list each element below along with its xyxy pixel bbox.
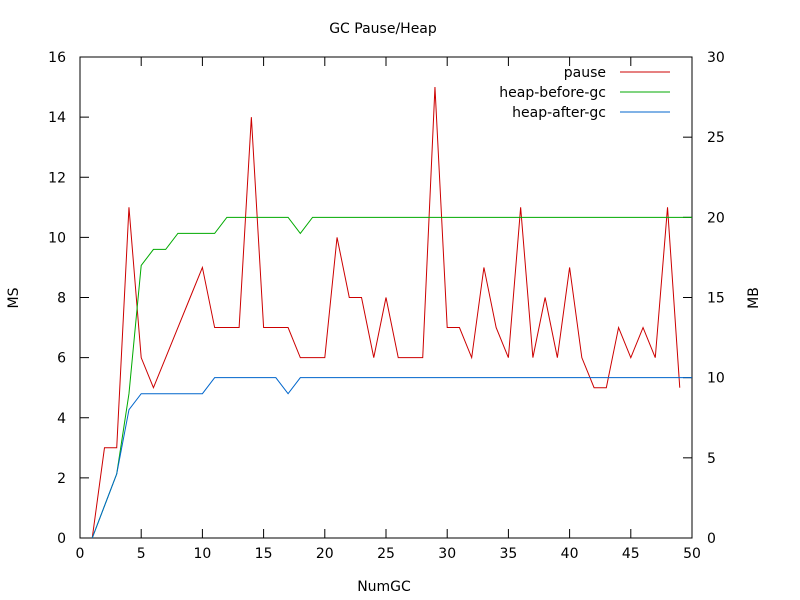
y2-tick-label: 20 bbox=[707, 210, 725, 226]
axis-ticks: 0 5 10 15 20 25 30 35 40 45 50 0 2 4 6 8 10 12 14 16 0 5 10 15 2… bbox=[48, 50, 725, 562]
y-tick-label: 12 bbox=[48, 170, 66, 186]
series-line-heap-before-gc bbox=[91, 216, 692, 539]
y2-tick-label: 0 bbox=[707, 531, 716, 547]
y2-tick-label: 30 bbox=[707, 50, 725, 66]
y2-tick-label: 10 bbox=[707, 371, 725, 387]
y2-axis-label: MB bbox=[746, 287, 762, 309]
y-axis-label: MS bbox=[6, 287, 22, 308]
legend-label-heap-before-gc: heap-before-gc bbox=[499, 85, 606, 101]
y-tick-label: 10 bbox=[48, 230, 66, 246]
y2-tick-label: 15 bbox=[707, 291, 725, 307]
y2-tick-label: 5 bbox=[707, 451, 716, 467]
x-tick-label: 50 bbox=[683, 546, 701, 562]
y-tick-label: 16 bbox=[48, 50, 66, 66]
x-axis-label: NumGC bbox=[357, 579, 411, 595]
series-line-pause bbox=[91, 87, 681, 539]
x-tick-label: 15 bbox=[255, 546, 273, 562]
y-tick-label: 4 bbox=[57, 411, 66, 427]
x-tick-label: 0 bbox=[76, 546, 85, 562]
chart-title: GC Pause/Heap bbox=[329, 21, 437, 37]
y-tick-label: 8 bbox=[57, 291, 66, 307]
y-tick-label: 2 bbox=[57, 471, 66, 487]
legend: pause heap-before-gc heap-after-gc bbox=[499, 65, 670, 121]
x-tick-label: 10 bbox=[193, 546, 211, 562]
x-tick-label: 40 bbox=[561, 546, 579, 562]
y-tick-label: 14 bbox=[48, 110, 66, 126]
series-line-heap-after-gc bbox=[91, 377, 692, 539]
x-tick-label: 30 bbox=[438, 546, 456, 562]
x-tick-label: 5 bbox=[137, 546, 146, 562]
y-tick-label: 6 bbox=[57, 351, 66, 367]
x-tick-label: 20 bbox=[316, 546, 334, 562]
y2-tick-label: 25 bbox=[707, 130, 725, 146]
x-tick-label: 45 bbox=[622, 546, 640, 562]
series-lines bbox=[91, 87, 692, 539]
x-tick-label: 25 bbox=[377, 546, 395, 562]
y-tick-label: 0 bbox=[57, 531, 66, 547]
x-tick-label: 35 bbox=[499, 546, 517, 562]
legend-label-pause: pause bbox=[564, 65, 606, 81]
legend-label-heap-after-gc: heap-after-gc bbox=[512, 105, 606, 121]
